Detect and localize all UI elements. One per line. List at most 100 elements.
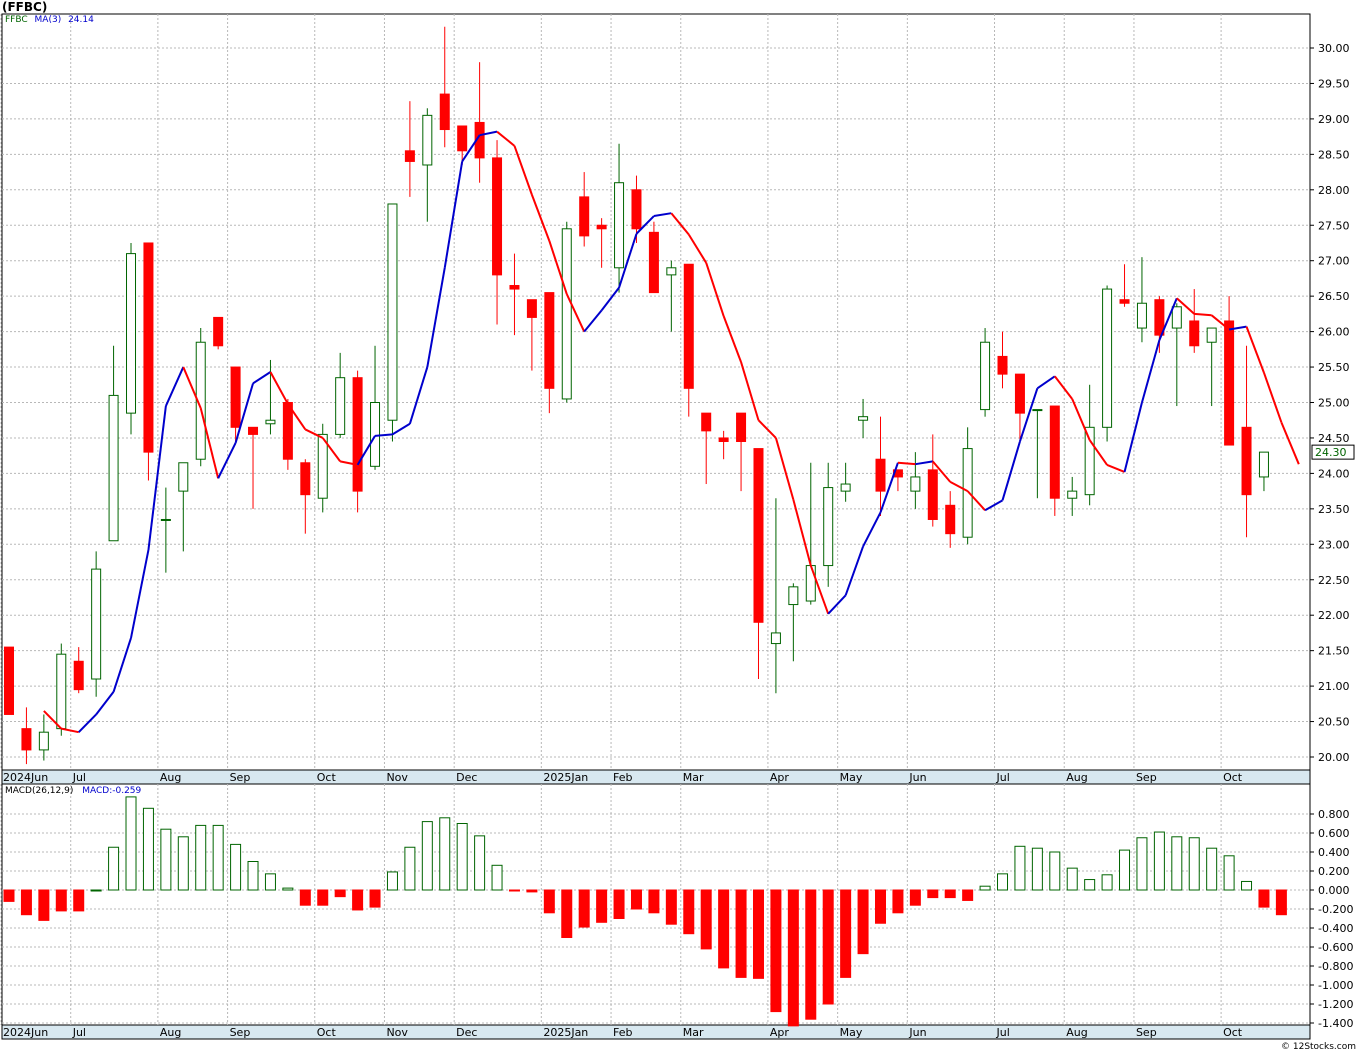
- ma-segment: [897, 461, 916, 466]
- month-label: Nov: [386, 771, 408, 784]
- macd-bar: [648, 889, 660, 914]
- month-label: Oct: [317, 1026, 337, 1039]
- ma-segment: [339, 460, 358, 466]
- month-label: Jun: [908, 771, 926, 784]
- ma-segment: [78, 713, 97, 733]
- ma-segment: [95, 691, 115, 716]
- ma-segment: [182, 366, 202, 409]
- ma-segment: [408, 366, 429, 425]
- candle-body: [335, 377, 346, 435]
- ma-segment: [600, 287, 620, 311]
- month-label: Apr: [770, 771, 790, 784]
- price-tick-label: 29.50: [1318, 77, 1350, 90]
- macd-tick-label: 0.000: [1318, 884, 1350, 897]
- price-tick-label: 30.00: [1318, 42, 1350, 55]
- month-label: Sep: [230, 1026, 251, 1039]
- macd-tick-label: -0.800: [1318, 960, 1353, 973]
- ma-segment: [1158, 297, 1178, 341]
- macd-bar: [456, 823, 468, 891]
- ma-segment: [653, 212, 672, 218]
- macd-bar: [160, 828, 172, 891]
- macd-bar: [718, 889, 730, 969]
- ma-segment: [269, 371, 289, 405]
- candle-body: [1049, 405, 1060, 499]
- price-tick-label: 25.00: [1318, 397, 1350, 410]
- price-tick-label: 20.50: [1318, 716, 1350, 729]
- macd-bar: [108, 846, 120, 891]
- macd-bar: [857, 889, 869, 955]
- macd-bar: [630, 889, 642, 910]
- candle-body: [387, 203, 398, 421]
- ma-segment: [426, 267, 446, 368]
- macd-bar: [177, 836, 189, 891]
- macd-bar: [474, 835, 486, 891]
- month-label: Aug: [1066, 771, 1087, 784]
- candle-body: [108, 394, 119, 542]
- ma-segment: [1106, 463, 1125, 473]
- macd-bar: [230, 843, 242, 891]
- price-tick-label: 22.50: [1318, 574, 1350, 587]
- month-label: Mar: [683, 1026, 704, 1039]
- candle-body: [143, 242, 154, 453]
- month-label: 2024Jun: [3, 1026, 48, 1039]
- month-label: Dec: [456, 1026, 477, 1039]
- price-legend: FFBC MA(3) 24.14: [5, 15, 94, 25]
- ma-segment: [234, 383, 254, 444]
- macd-bar: [875, 889, 886, 924]
- month-label: Jun: [908, 1026, 926, 1039]
- candle-body: [126, 253, 137, 414]
- macd-label: MACD(26,12,9): [5, 786, 74, 796]
- ma-segment: [164, 366, 185, 407]
- month-label: Sep: [230, 771, 251, 784]
- macd-bar: [3, 889, 15, 902]
- ma-segment: [565, 293, 586, 333]
- ma-segment: [1140, 339, 1161, 403]
- macd-bar: [962, 889, 974, 901]
- candle-body: [317, 433, 328, 499]
- month-label: Aug: [1066, 1026, 1087, 1039]
- ma-segment: [635, 215, 655, 235]
- month-label: Oct: [317, 771, 337, 784]
- ma-segment: [915, 460, 933, 466]
- candle-body: [1119, 299, 1130, 304]
- macd-bar: [142, 807, 154, 891]
- ma-segment: [112, 637, 132, 693]
- ma-segment: [1001, 441, 1021, 501]
- candle-body: [492, 157, 503, 276]
- candle-body: [561, 228, 572, 400]
- ma-segment: [1054, 375, 1074, 400]
- ma-segment: [217, 442, 237, 479]
- ma-segment: [496, 130, 516, 147]
- ma-segment: [130, 549, 150, 639]
- candle-body: [875, 458, 886, 492]
- price-tick-label: 27.00: [1318, 255, 1350, 268]
- month-label: 2025Jan: [543, 771, 588, 784]
- macd-bar: [752, 889, 764, 979]
- ma-segment: [670, 212, 690, 236]
- candle-body: [195, 341, 206, 460]
- candle-body: [788, 586, 799, 606]
- price-tick-label: 24.50: [1318, 432, 1350, 445]
- candle-body: [718, 437, 729, 442]
- candle-body: [1258, 451, 1269, 478]
- month-label: 2025Jan: [543, 1026, 588, 1039]
- macd-bar: [1275, 889, 1287, 916]
- macd-bar: [1153, 831, 1165, 891]
- macd-bar: [1066, 867, 1078, 891]
- price-tick-label: 23.00: [1318, 538, 1350, 551]
- candle-body: [370, 402, 381, 467]
- candle-body: [997, 355, 1008, 375]
- macd-x-axis-band: [1, 1024, 1311, 1040]
- macd-bar: [1206, 847, 1218, 891]
- candle-body: [4, 646, 14, 715]
- price-tick-label: 22.00: [1318, 609, 1350, 622]
- candle-body: [1067, 490, 1078, 499]
- price-tick-label: 28.00: [1318, 184, 1350, 197]
- ma-segment: [374, 433, 393, 437]
- candle-body: [1014, 373, 1025, 414]
- price-tick-label: 25.50: [1318, 361, 1350, 374]
- candle-body: [805, 565, 816, 602]
- macd-bar: [404, 846, 416, 891]
- price-tick-label: 23.50: [1318, 503, 1350, 516]
- candle-body: [1136, 302, 1147, 329]
